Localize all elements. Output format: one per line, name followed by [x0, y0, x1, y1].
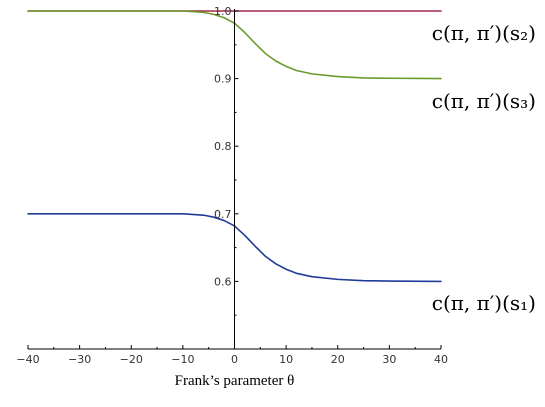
x-tick-label: 0: [231, 353, 238, 366]
x-tick-label: 30: [382, 353, 396, 366]
x-tick-label: −30: [68, 353, 91, 366]
series-line-s1: [27, 213, 442, 283]
x-tick-label: −10: [171, 353, 194, 366]
y-tick-label: 0.9: [214, 73, 232, 86]
x-tick-label: 40: [434, 353, 448, 366]
x-axis-label: Frank’s parameter θ: [175, 373, 295, 389]
x-tick-label: 10: [279, 353, 293, 366]
y-tick-label: 0.7: [214, 208, 232, 221]
series-label-s2: c(π, π′)(s₂): [432, 21, 536, 45]
x-tick-label: 20: [331, 353, 345, 366]
y-tick-label: 0.8: [214, 140, 232, 153]
x-tick-label: −40: [16, 353, 39, 366]
x-tick-label: −20: [120, 353, 143, 366]
series-label-s3: c(π, π′)(s₃): [432, 89, 536, 113]
y-tick-label: 0.6: [214, 275, 232, 288]
y-tick-label: 1.0: [214, 5, 232, 18]
series-label-s1: c(π, π′)(s₁): [432, 291, 536, 315]
series-line-s3: [27, 10, 442, 80]
